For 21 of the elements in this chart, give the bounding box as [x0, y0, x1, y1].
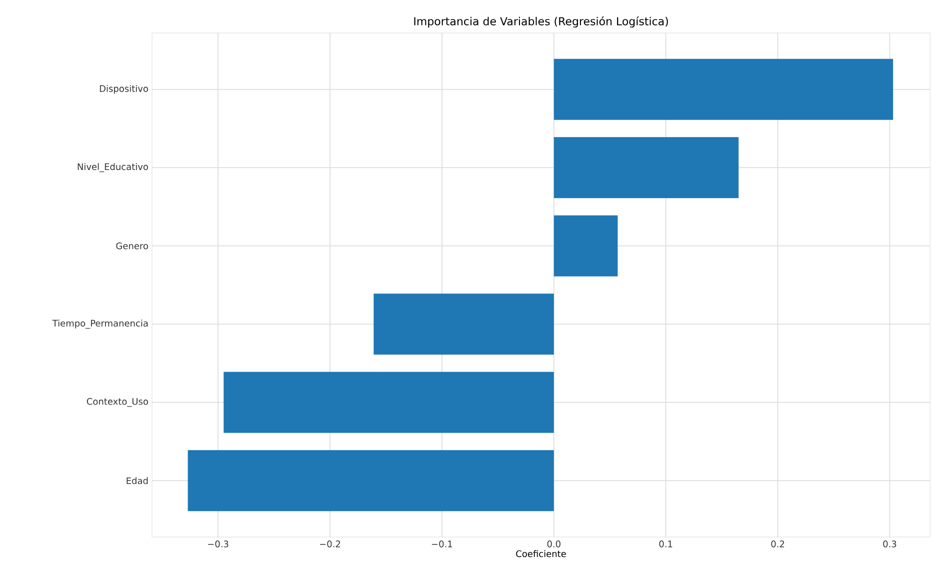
y-tick-label: Tiempo_Permanencia: [52, 320, 148, 329]
bar: [554, 215, 618, 276]
x-tick-label: 0.3: [883, 540, 896, 548]
chart-title: Importancia de Variables (Regresión Logística): [414, 16, 668, 28]
x-axis-title: Coeficiente: [516, 550, 566, 558]
bar: [554, 137, 739, 198]
x-tick-label: 0.1: [659, 540, 672, 548]
x-tick-label: −0.2: [320, 540, 340, 548]
bar: [554, 58, 894, 120]
bar: [374, 294, 554, 355]
bar: [188, 450, 554, 512]
y-tick-label: Genero: [116, 242, 148, 250]
x-tick-label: −0.3: [208, 540, 228, 548]
y-tick-label: Nivel_Educativo: [78, 163, 148, 172]
y-tick-label: Dispositivo: [100, 84, 148, 94]
x-tick-label: 0.2: [771, 540, 784, 548]
x-tick-label: 0.0: [547, 540, 560, 548]
bar: [224, 372, 554, 433]
y-tick-label: Contexto_Uso: [86, 398, 148, 407]
y-tick-label: Edad: [126, 477, 148, 484]
x-tick-label: −0.1: [432, 540, 452, 548]
